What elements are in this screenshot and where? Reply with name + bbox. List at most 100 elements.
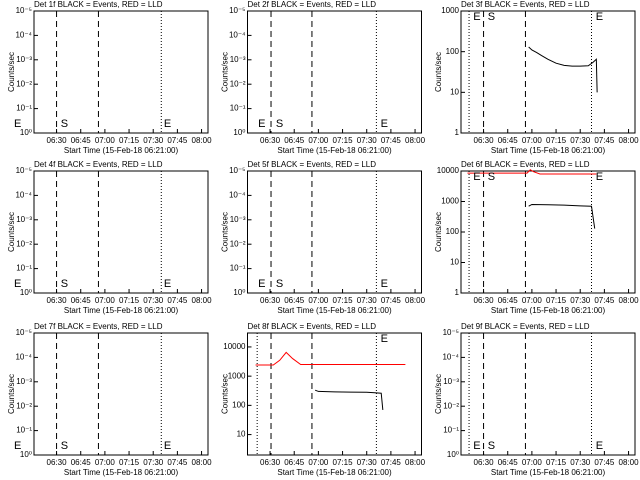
plot-frame — [33, 10, 209, 134]
y-tick-label: 10 — [450, 87, 459, 96]
x-tick-label: 06:45 — [71, 458, 92, 467]
x-tick-label: 07:45 — [381, 458, 402, 467]
marker-label: E — [596, 171, 603, 183]
marker-label: S — [488, 440, 495, 452]
x-tick-label: 06:30 — [47, 458, 68, 467]
y-tick-label: 10⁻⁵ — [16, 6, 32, 15]
y-tick-label: 10⁻¹ — [230, 264, 246, 273]
panel-title: Det 3f BLACK = Events, RED = LLD — [461, 0, 590, 9]
data-line — [314, 389, 384, 410]
x-tick-label: 07:30 — [143, 296, 164, 305]
plot-frame — [460, 10, 636, 134]
x-tick-label: 07:00 — [522, 296, 543, 305]
marker-label: E — [473, 440, 480, 452]
data-line — [467, 169, 597, 175]
y-axis-label: Counts/sec — [7, 212, 16, 252]
marker-label: E — [164, 118, 171, 130]
x-tick-label: 07:30 — [143, 458, 164, 467]
x-tick-label: 07:15 — [119, 136, 140, 145]
marker-label: E — [381, 333, 388, 345]
x-tick-label: 07:45 — [594, 296, 615, 305]
y-tick-label: 10⁻² — [230, 79, 246, 88]
x-tick-label: 06:45 — [284, 136, 305, 145]
x-tick-label: 08:00 — [192, 296, 213, 305]
y-tick-label: 1 — [455, 128, 460, 137]
y-tick-label: 10⁻⁴ — [15, 31, 32, 40]
y-tick-label: 10⁻² — [16, 79, 32, 88]
y-axis-label: Counts/sec — [434, 374, 443, 414]
x-tick-label: 07:30 — [570, 296, 591, 305]
x-tick-label: 07:15 — [546, 136, 567, 145]
y-axis-label: Counts/sec — [221, 374, 230, 414]
x-tick-label: 07:00 — [95, 136, 116, 145]
y-tick-label: 10⁻⁴ — [229, 191, 246, 200]
y-tick-label: 10⁰ — [233, 128, 245, 137]
marker-label: E — [381, 118, 388, 130]
y-tick-label: 1 — [455, 288, 460, 297]
x-tick-label: 07:30 — [570, 136, 591, 145]
x-tick-label: 06:45 — [71, 136, 92, 145]
y-tick-label: 10⁻⁵ — [229, 166, 245, 175]
y-tick-label: 10⁻⁴ — [229, 31, 246, 40]
y-tick-label: 10⁻⁵ — [229, 6, 245, 15]
x-tick-label: 06:30 — [474, 136, 495, 145]
y-tick-label: 10⁻¹ — [16, 426, 32, 435]
y-tick-label: 10⁻² — [443, 401, 459, 410]
y-axis-label: Counts/sec — [7, 52, 16, 92]
x-tick-label: 07:15 — [546, 458, 567, 467]
y-tick-label: 1000 — [441, 6, 459, 15]
x-tick-label: 07:45 — [381, 136, 402, 145]
x-axis-label: Start Time (15-Feb-18 06:21:00) — [491, 306, 606, 315]
y-tick-label: 1000 — [441, 197, 459, 206]
y-tick-label: 10⁻² — [230, 239, 246, 248]
data-line — [528, 203, 596, 229]
x-axis-label: Start Time (15-Feb-18 06:21:00) — [277, 468, 392, 477]
x-axis-label: Start Time (15-Feb-18 06:21:00) — [64, 146, 179, 155]
marker-label: E — [14, 278, 21, 290]
x-tick-label: 07:00 — [95, 458, 116, 467]
y-tick-label: 1000 — [228, 371, 246, 380]
x-tick-label: 07:15 — [119, 296, 140, 305]
x-tick-label: 07:15 — [546, 296, 567, 305]
x-tick-label: 07:00 — [308, 136, 329, 145]
y-tick-label: 10⁰ — [20, 128, 32, 137]
y-tick-label: 10⁰ — [233, 288, 245, 297]
x-tick-label: 06:30 — [47, 136, 68, 145]
plot-frame — [247, 170, 422, 294]
plot-frame — [33, 332, 209, 456]
x-tick-label: 06:45 — [498, 296, 519, 305]
y-tick-label: 100 — [446, 227, 460, 236]
marker-label: E — [164, 440, 171, 452]
x-tick-label: 07:15 — [333, 296, 354, 305]
panel-title: Det 2f BLACK = Events, RED = LLD — [248, 0, 377, 9]
x-tick-label: 07:15 — [333, 136, 354, 145]
x-tick-label: 07:00 — [308, 458, 329, 467]
y-tick-label: 10⁻¹ — [16, 104, 32, 113]
x-axis-label: Start Time (15-Feb-18 06:21:00) — [277, 146, 392, 155]
y-tick-label: 10⁻⁴ — [15, 353, 32, 362]
marker-label: S — [276, 118, 283, 130]
marker-label: E — [381, 278, 388, 290]
panel-title: Det 4f BLACK = Events, RED = LLD — [34, 160, 163, 169]
plot-frame — [247, 332, 422, 456]
x-tick-label: 07:45 — [167, 458, 188, 467]
marker-label: E — [14, 440, 21, 452]
y-tick-label: 10⁻⁵ — [443, 328, 459, 337]
x-axis-label: Start Time (15-Feb-18 06:21:00) — [64, 306, 179, 315]
y-tick-label: 10⁻³ — [16, 215, 32, 224]
marker-label: E — [258, 278, 265, 290]
x-tick-label: 06:30 — [260, 458, 281, 467]
plot-frame — [33, 170, 209, 294]
x-tick-label: 08:00 — [192, 458, 213, 467]
x-tick-label: 07:45 — [594, 136, 615, 145]
y-axis-label: Counts/sec — [221, 52, 230, 92]
x-tick-label: 07:30 — [570, 458, 591, 467]
data-line — [528, 46, 598, 93]
marker-label: E — [473, 171, 480, 183]
x-axis-label: Start Time (15-Feb-18 06:21:00) — [491, 146, 606, 155]
y-tick-label: 10⁻⁴ — [15, 191, 32, 200]
marker-label: E — [164, 278, 171, 290]
y-tick-label: 10⁻¹ — [230, 104, 246, 113]
marker-label: S — [61, 440, 68, 452]
